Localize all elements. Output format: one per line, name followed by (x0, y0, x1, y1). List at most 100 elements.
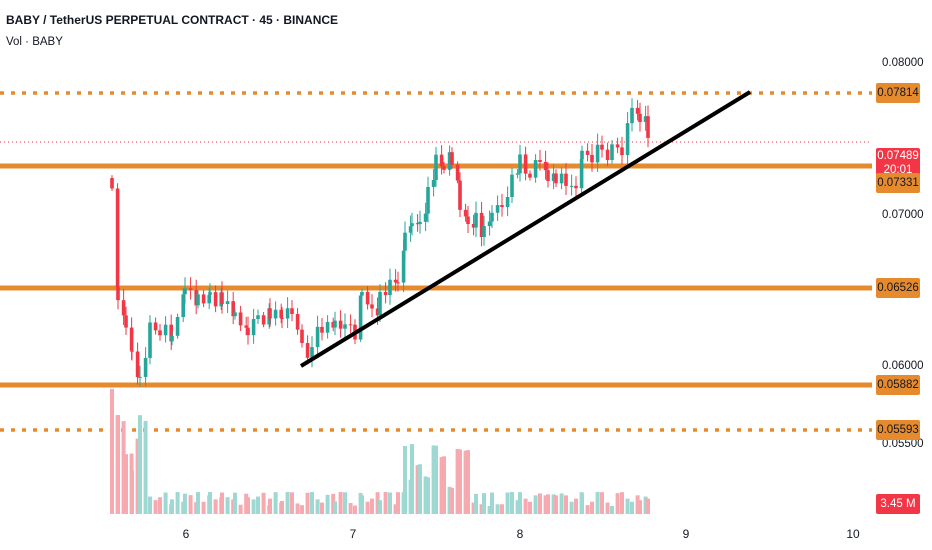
candle-body (208, 292, 212, 296)
level-price-tag: 0.05593 (876, 420, 920, 440)
volume-bar (415, 465, 420, 514)
candle-body (138, 376, 142, 378)
level-price-tag: 0.07331 (876, 173, 920, 193)
volume-bar (630, 501, 634, 514)
volume-bar (625, 498, 630, 514)
candle-body (181, 294, 185, 317)
candle-body (401, 250, 406, 283)
volume-bar (138, 415, 142, 514)
candle-body (325, 321, 330, 333)
volume-bar (447, 486, 452, 514)
candle-body (442, 166, 446, 170)
candle-body (320, 326, 324, 333)
volume-bar (410, 444, 414, 514)
volume-bar (458, 449, 462, 514)
volume-bar (643, 496, 648, 514)
candle-body (251, 319, 256, 336)
candle-body (383, 291, 388, 296)
volume-bar (375, 492, 380, 514)
candle-body (116, 287, 120, 301)
volume-bar (300, 505, 304, 514)
volume-bar (403, 445, 407, 514)
volume-bar (638, 500, 642, 514)
candle-body (153, 322, 158, 331)
candle-body (554, 173, 558, 184)
symbol-title[interactable]: BABY / TetherUS PERPETUAL CONTRACT · 45 … (6, 13, 339, 27)
candle-body (426, 186, 430, 214)
volume-bar (333, 501, 337, 514)
volume-bar (188, 495, 193, 514)
candle-body (375, 308, 380, 316)
volume-bar (121, 421, 126, 514)
candle-body (515, 173, 520, 175)
volume-bar (225, 497, 230, 514)
candle-body (431, 180, 436, 187)
volume-bar (325, 494, 330, 514)
time-tick: 8 (516, 527, 524, 541)
candle-body (559, 173, 564, 184)
volume-bar (148, 496, 152, 514)
volume-value-tag: 3.45 M (876, 494, 920, 514)
volume-bar (130, 470, 134, 514)
volume-bar (208, 492, 212, 514)
volume-bar (305, 492, 310, 514)
candle-body (148, 322, 152, 358)
volume-bar (396, 492, 400, 514)
candle-body (279, 309, 283, 318)
volume-bar (233, 492, 237, 514)
candle-body (396, 282, 400, 284)
candle-body (333, 320, 337, 328)
volume-bar (348, 503, 353, 514)
volume-bar (646, 498, 650, 514)
candle-body (471, 223, 476, 228)
candle-body (370, 304, 374, 309)
trendline[interactable] (299, 90, 752, 368)
candle-body (285, 308, 290, 319)
volume-bar (388, 492, 392, 514)
volume-bar (353, 505, 357, 514)
candle-body (256, 315, 260, 320)
candle-body (450, 152, 454, 165)
volume-bars (110, 389, 650, 514)
candlesticks (110, 98, 650, 387)
candle-body (580, 150, 584, 160)
volume-bar (110, 389, 114, 514)
volume-bar (135, 438, 140, 514)
volume-bar (338, 492, 343, 514)
candle-body (458, 180, 462, 210)
time-tick: 6 (182, 527, 190, 541)
candle-body (365, 291, 370, 305)
volume-bar (320, 502, 324, 514)
candle-body (543, 161, 548, 171)
candle-body (143, 357, 148, 377)
candle-body (358, 295, 363, 340)
volume-bar (220, 492, 224, 514)
volume-legend[interactable]: Vol · BABY (6, 36, 63, 48)
volume-bar (620, 492, 624, 514)
volume-bar (343, 492, 347, 514)
level-price-tag: 0.05882 (876, 375, 920, 395)
candle-body (643, 116, 648, 123)
candle-body (295, 314, 300, 330)
level-price-tag: 0.07814 (876, 83, 920, 103)
candle-body (310, 347, 314, 358)
candle-body (233, 312, 237, 317)
volume-bar (635, 495, 640, 514)
volume-bar (479, 504, 484, 514)
volume-bar (543, 495, 548, 514)
current-price-value: 0.07489 (877, 150, 919, 162)
candle-body (595, 144, 600, 163)
horizontal-levels (0, 91, 872, 432)
candle-body (268, 308, 272, 319)
candle-body (403, 232, 407, 251)
volume-bar (370, 498, 374, 514)
candle-body (213, 292, 218, 307)
candle-body (466, 216, 470, 224)
volume-bar (175, 492, 180, 514)
candle-body (455, 164, 460, 181)
candle-body (528, 173, 532, 178)
candle-body (290, 308, 294, 315)
volume-bar (595, 492, 600, 514)
volume-bar (471, 502, 476, 514)
